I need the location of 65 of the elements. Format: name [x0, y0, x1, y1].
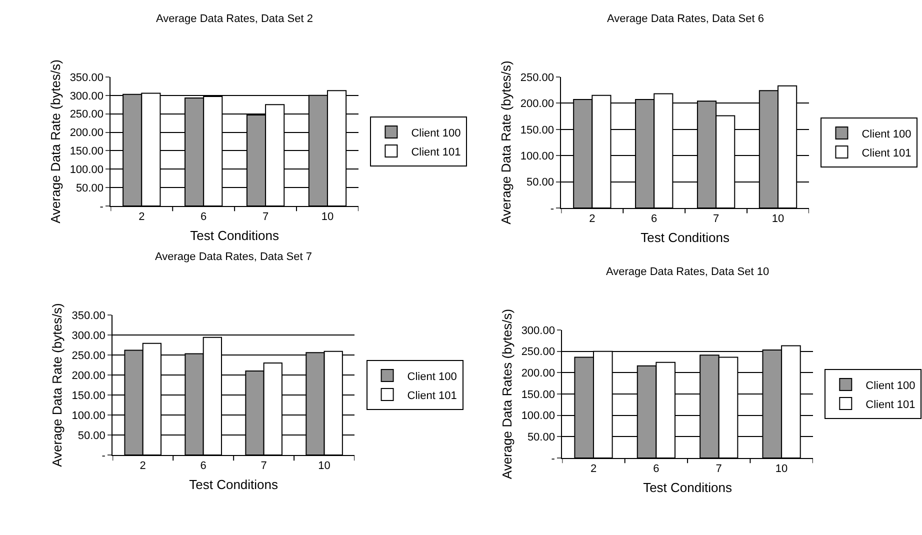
x-tick-label: 10	[772, 213, 784, 226]
x-axis-title: Test Conditions	[640, 230, 730, 245]
y-tick-label: 50.00	[78, 430, 106, 442]
x-tick-label: 2	[590, 463, 597, 476]
y-tick-label: 250.00	[521, 346, 555, 358]
x-tick-label: 6	[653, 463, 660, 476]
x-axis-title: Test Conditions	[190, 228, 280, 243]
legend-label: Client 101	[862, 147, 912, 160]
legend-label: Client 101	[411, 146, 461, 158]
y-tick-label: 150.00	[70, 146, 104, 158]
x-tick-label: 7	[260, 460, 267, 472]
y-tick-label: 150.00	[520, 124, 554, 136]
x-tick-label: 7	[716, 463, 722, 476]
legend-label: Client 101	[407, 390, 457, 402]
x-tick-label: 2	[589, 213, 596, 226]
x-tick-label: 10	[321, 211, 334, 224]
y-tick-label: 100.00	[70, 164, 104, 176]
y-tick-label: -	[102, 450, 106, 462]
y-tick-label: 100.00	[520, 150, 554, 162]
legend-label: Client 100	[862, 128, 912, 140]
y-tick-label: 350.00	[72, 310, 106, 322]
y-tick-label: 150.00	[72, 390, 106, 402]
y-axis-title: Average Data Rates (bytes/s)	[499, 308, 514, 480]
x-axis-title: Test Conditions	[643, 480, 732, 495]
y-tick-label: 300.00	[70, 90, 104, 102]
chart-title: Average Data Rates, Data Set 6	[607, 13, 764, 25]
legend-label: Client 100	[407, 370, 457, 383]
y-tick-label: 300.00	[521, 324, 555, 337]
y-tick-label: 200.00	[521, 368, 555, 380]
x-tick-label: 6	[651, 213, 658, 226]
x-tick-label: 6	[200, 460, 206, 472]
x-tick-label: 10	[775, 463, 788, 476]
y-tick-label: 100.00	[72, 410, 106, 422]
legend-label: Client 100	[866, 380, 916, 392]
y-tick-label: 250.00	[520, 72, 554, 84]
y-tick-label: 250.00	[72, 350, 106, 362]
x-axis-title: Test Conditions	[189, 476, 279, 492]
chart-title: Average Data Rates, Data Set 10	[606, 266, 770, 278]
y-axis-title: Average Data Rate (bytes/s)	[498, 60, 514, 224]
x-tick-label: 2	[138, 211, 145, 224]
y-tick-label: 300.00	[72, 330, 106, 342]
y-tick-label: -	[550, 202, 554, 215]
y-tick-label: 200.00	[72, 370, 106, 382]
y-axis-title: Average Data Rate (bytes/s)	[48, 60, 63, 224]
y-tick-label: 50.00	[526, 176, 554, 189]
legend-label: Client 100	[411, 127, 461, 140]
y-tick-label: 250.00	[70, 108, 104, 121]
y-tick-label: 200.00	[520, 98, 554, 110]
y-tick-label: 150.00	[521, 388, 555, 401]
legend-label: Client 101	[866, 398, 916, 411]
x-tick-label: 6	[200, 211, 207, 224]
y-tick-label: 100.00	[521, 410, 555, 422]
x-tick-label: 10	[318, 460, 330, 472]
x-tick-label: 7	[713, 213, 720, 226]
x-tick-label: 7	[262, 211, 269, 224]
y-tick-label: 50.00	[76, 182, 104, 194]
x-tick-label: 2	[140, 460, 146, 472]
chart-title: Average Data Rates, Data Set 2	[156, 13, 313, 25]
y-axis-title: Average Data Rate (bytes/s)	[50, 303, 65, 467]
y-tick-label: -	[100, 200, 104, 213]
y-tick-label: 350.00	[70, 72, 104, 84]
y-tick-label: 200.00	[70, 127, 104, 140]
chart-title: Average Data Rates, Data Set 7	[155, 251, 312, 263]
y-tick-label: 50.00	[527, 432, 555, 444]
y-tick-label: -	[551, 452, 556, 465]
